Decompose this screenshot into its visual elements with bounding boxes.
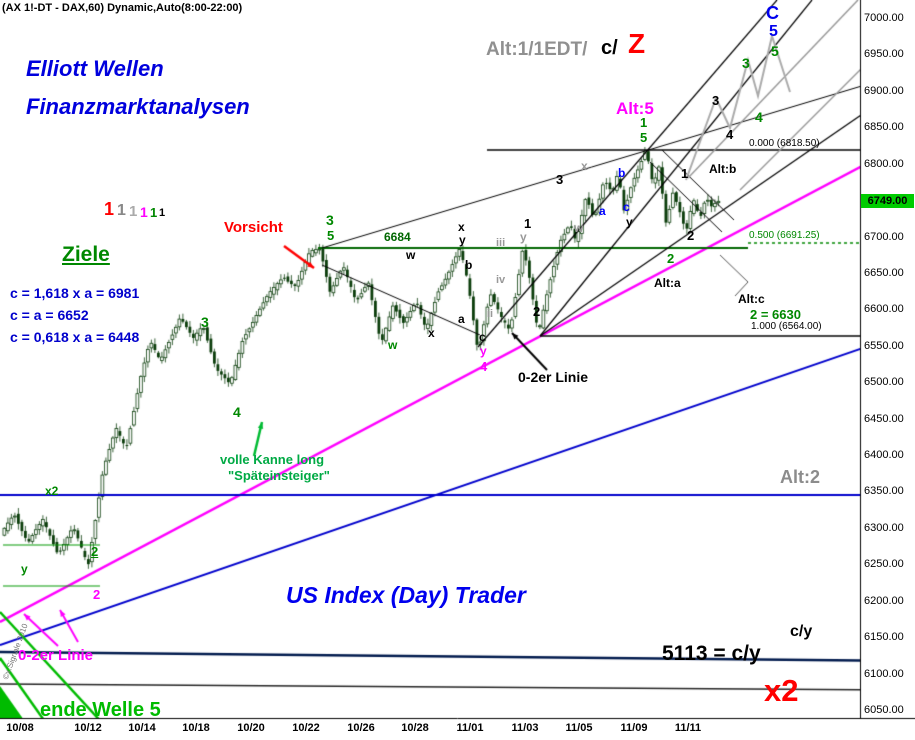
- chart-title: (AX 1!-DT - DAX,60) Dynamic,Auto(8:00-22…: [2, 2, 243, 14]
- current-price-tag: 6749.00: [861, 193, 914, 208]
